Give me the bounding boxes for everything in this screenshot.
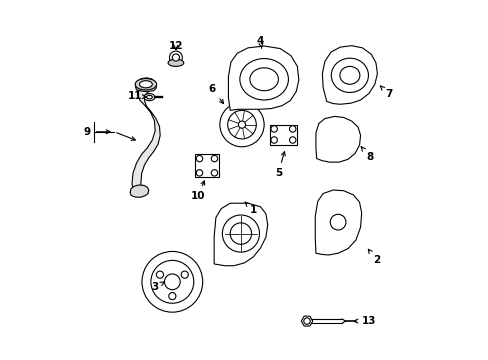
Circle shape — [181, 271, 188, 278]
Circle shape — [151, 260, 193, 303]
Text: 5: 5 — [274, 152, 285, 178]
Polygon shape — [132, 86, 160, 194]
Text: 12: 12 — [168, 41, 183, 51]
Text: 3: 3 — [151, 282, 164, 292]
Polygon shape — [130, 185, 148, 197]
Circle shape — [164, 274, 180, 290]
Text: 10: 10 — [190, 181, 205, 201]
Text: 8: 8 — [361, 147, 372, 162]
Ellipse shape — [139, 81, 152, 88]
Circle shape — [211, 170, 217, 176]
Ellipse shape — [249, 68, 278, 91]
Text: 9: 9 — [83, 127, 110, 137]
Text: 11: 11 — [128, 91, 146, 101]
Polygon shape — [301, 316, 312, 326]
Circle shape — [227, 111, 256, 139]
Circle shape — [196, 170, 203, 176]
Text: 7: 7 — [380, 86, 392, 99]
Polygon shape — [135, 78, 156, 91]
Text: 13: 13 — [353, 316, 376, 326]
Circle shape — [230, 223, 251, 244]
Circle shape — [270, 137, 277, 143]
Circle shape — [156, 271, 163, 278]
Circle shape — [329, 214, 345, 230]
Ellipse shape — [168, 59, 183, 66]
Circle shape — [220, 103, 264, 147]
Circle shape — [289, 137, 295, 143]
Ellipse shape — [339, 66, 359, 84]
Ellipse shape — [331, 58, 367, 93]
Ellipse shape — [169, 51, 182, 64]
Circle shape — [196, 156, 203, 162]
Polygon shape — [269, 125, 297, 145]
Circle shape — [211, 156, 217, 162]
Circle shape — [142, 251, 203, 312]
Polygon shape — [228, 46, 298, 111]
Circle shape — [168, 293, 176, 300]
Polygon shape — [214, 203, 267, 266]
Polygon shape — [315, 116, 360, 162]
Text: 4: 4 — [256, 36, 264, 49]
Circle shape — [303, 318, 309, 324]
Ellipse shape — [144, 94, 155, 101]
Polygon shape — [315, 190, 361, 255]
Polygon shape — [322, 46, 377, 104]
Ellipse shape — [240, 59, 288, 100]
Text: 2: 2 — [367, 249, 380, 265]
Circle shape — [270, 126, 277, 132]
Circle shape — [289, 126, 295, 132]
Polygon shape — [195, 154, 218, 177]
Circle shape — [238, 121, 245, 128]
Text: 6: 6 — [208, 84, 223, 104]
Circle shape — [222, 215, 259, 252]
Text: 1: 1 — [244, 202, 257, 215]
Ellipse shape — [135, 78, 156, 90]
Ellipse shape — [172, 54, 179, 61]
Ellipse shape — [146, 95, 152, 99]
